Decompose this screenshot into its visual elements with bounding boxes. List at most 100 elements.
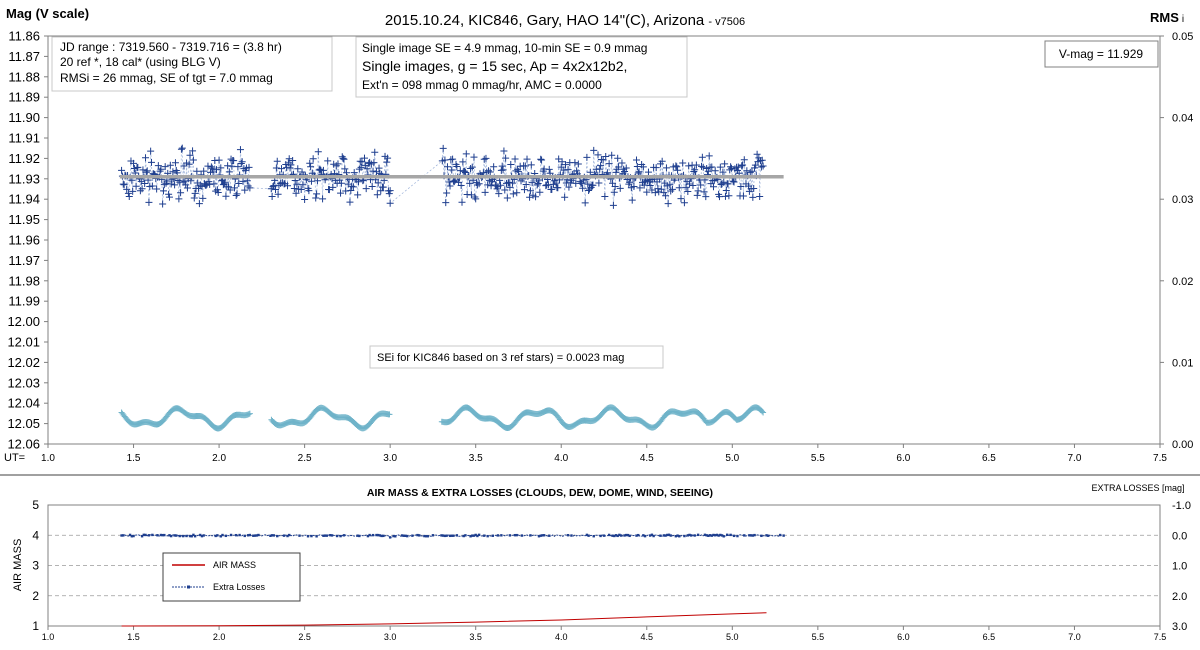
target-point (305, 187, 313, 195)
target-point (727, 164, 735, 172)
target-point (129, 187, 137, 195)
target-point (660, 189, 668, 197)
target-point (694, 187, 702, 195)
info-box-se-frame (355, 36, 688, 98)
target-point (125, 193, 133, 201)
extra-losses-point (529, 534, 532, 537)
target-point (711, 167, 719, 175)
x-tick-label: 4.0 (554, 453, 568, 464)
target-point (316, 165, 324, 173)
target-point (119, 180, 127, 188)
extra-losses-point (255, 534, 258, 537)
target-point (134, 163, 142, 171)
extra-losses-point (539, 534, 542, 537)
extra-losses-point (626, 533, 630, 537)
target-point (244, 182, 252, 190)
target-point (609, 201, 617, 209)
rms-point (760, 409, 767, 416)
extra-losses-point (128, 533, 132, 537)
x-tick-label: 5.0 (725, 453, 739, 464)
extra-losses-point (450, 534, 453, 537)
extra-losses-series (120, 533, 785, 539)
extra-losses-point (767, 534, 770, 537)
target-point (443, 163, 451, 171)
target-point (700, 188, 708, 196)
target-point (750, 184, 758, 192)
y-tick-label: 11.88 (8, 69, 40, 84)
target-point (584, 180, 592, 188)
extra-losses-point (732, 534, 736, 538)
target-point (171, 181, 179, 189)
extra-losses-point (388, 536, 392, 539)
target-point (561, 193, 569, 201)
extra-losses-point (486, 534, 489, 538)
target-point (363, 165, 371, 173)
airmass-x-tick-label: 2.5 (298, 632, 311, 642)
y-tick-label: 11.94 (8, 192, 40, 207)
target-point (319, 166, 327, 174)
extra-losses-point (729, 533, 732, 537)
airmass-tick-label: 2 (32, 589, 39, 603)
vmag-value: V-mag = 11.929 (1059, 47, 1143, 61)
rms-series (118, 404, 767, 432)
extra-losses-point (356, 534, 359, 537)
extra-losses-point (619, 534, 623, 537)
target-point (511, 155, 519, 163)
target-point (686, 180, 694, 188)
airmass-y-tick-labels: 5 4 3 2 1 (32, 498, 39, 633)
extra-losses-point (221, 533, 224, 537)
target-point (130, 159, 138, 167)
extra-losses-point (667, 533, 671, 537)
extra-losses-axis-label: EXTRA LOSSES [mag] (1091, 483, 1184, 493)
target-point (175, 195, 183, 203)
target-point (239, 177, 247, 185)
target-point (136, 187, 144, 195)
extra-losses-point (368, 533, 371, 537)
x-tick-label: 5.5 (811, 453, 825, 464)
target-point (307, 163, 315, 171)
extra-losses-tick-label: -1.0 (1172, 500, 1191, 512)
target-point (319, 195, 327, 203)
target-point (466, 179, 474, 187)
extra-losses-point (779, 533, 782, 537)
target-point (165, 193, 173, 201)
extra-losses-point (342, 534, 346, 537)
target-point (725, 192, 733, 200)
target-point (470, 153, 478, 161)
target-point (337, 189, 345, 197)
airmass-x-tick-label: 3.0 (384, 632, 397, 642)
target-point (287, 161, 295, 169)
target-point (548, 185, 556, 193)
target-point (485, 167, 493, 175)
extra-losses-point (628, 534, 631, 538)
target-point (536, 188, 544, 196)
target-point (727, 163, 735, 171)
target-point (123, 185, 131, 193)
target-point (159, 200, 167, 208)
extra-losses-point (513, 533, 517, 537)
target-point (675, 184, 683, 192)
target-point (446, 182, 454, 190)
extra-losses-point (188, 534, 192, 538)
target-point (498, 162, 506, 170)
main-plot-area (47, 35, 1161, 445)
extra-losses-point (122, 534, 125, 537)
target-point (684, 187, 692, 195)
target-point (520, 186, 528, 194)
target-point (739, 161, 747, 169)
airmass-x-tick-label: 5.0 (726, 632, 739, 642)
target-point (628, 196, 636, 204)
x-tick-label: 3.0 (383, 453, 397, 464)
rms-text: RMSi = 26 mmag, SE of tgt = 7.0 mmag (60, 71, 273, 85)
rms-point (759, 408, 766, 415)
extra-losses-point (380, 534, 383, 538)
target-point (611, 182, 619, 190)
target-point (753, 150, 761, 158)
extra-losses-point (688, 533, 691, 537)
target-point (674, 166, 682, 174)
extra-losses-point (662, 534, 666, 537)
target-point (505, 178, 513, 186)
target-point (622, 164, 630, 172)
extra-losses-point (693, 534, 696, 537)
target-point (224, 183, 232, 191)
